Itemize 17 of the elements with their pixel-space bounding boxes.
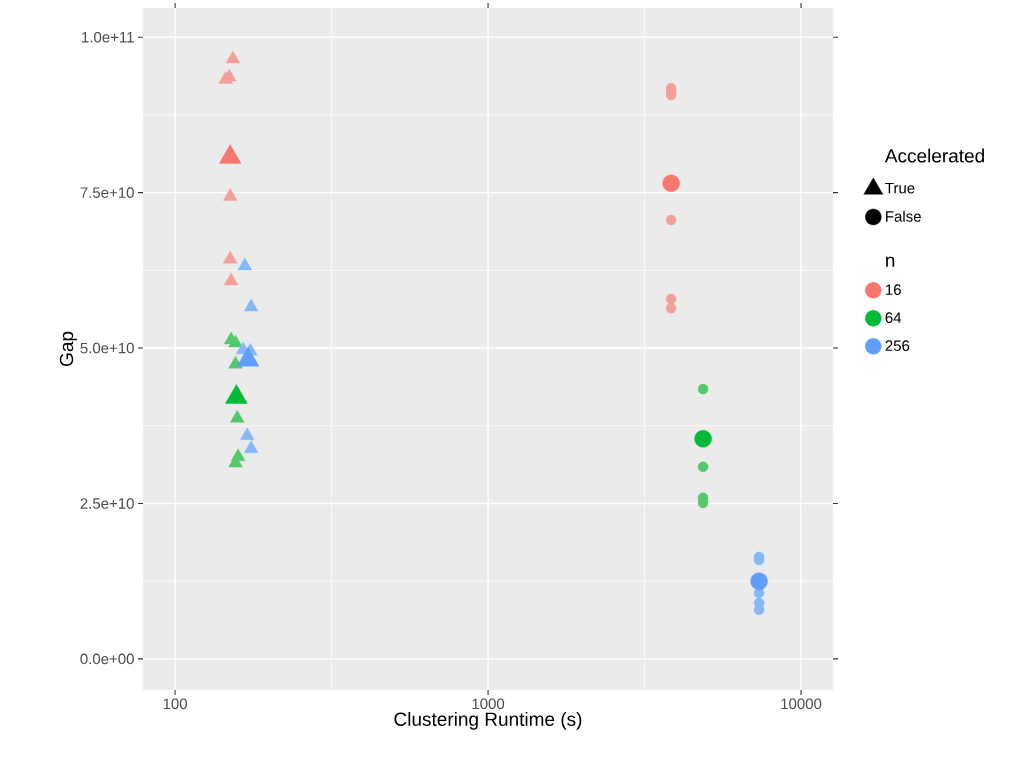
y-axis-title: Gap [59,331,77,366]
legend-label: 16 [886,284,901,295]
x-tick-label: 10000 [781,698,822,710]
legend-label: 256 [885,340,910,351]
legend-title: Accelerated [884,148,984,163]
text: n [886,256,895,267]
y-tick-label: 7.5e+10 [80,187,134,198]
y-tick-label: 0.0e+00 [80,653,134,665]
legend-label: 64 [885,312,902,323]
x-tick-label: 100 [163,698,187,710]
y-tick-label: 1.0e+11 [82,31,134,43]
y-tick-label: 5.0e+10 [80,342,134,354]
y-tick-label: 2.5e+10 [80,498,134,509]
x-axis-title: Clustering Runtime (s) [394,712,582,730]
legend-label: False [886,210,921,222]
x-tick-label: 1000 [472,698,505,710]
legend-label: True [885,182,915,194]
